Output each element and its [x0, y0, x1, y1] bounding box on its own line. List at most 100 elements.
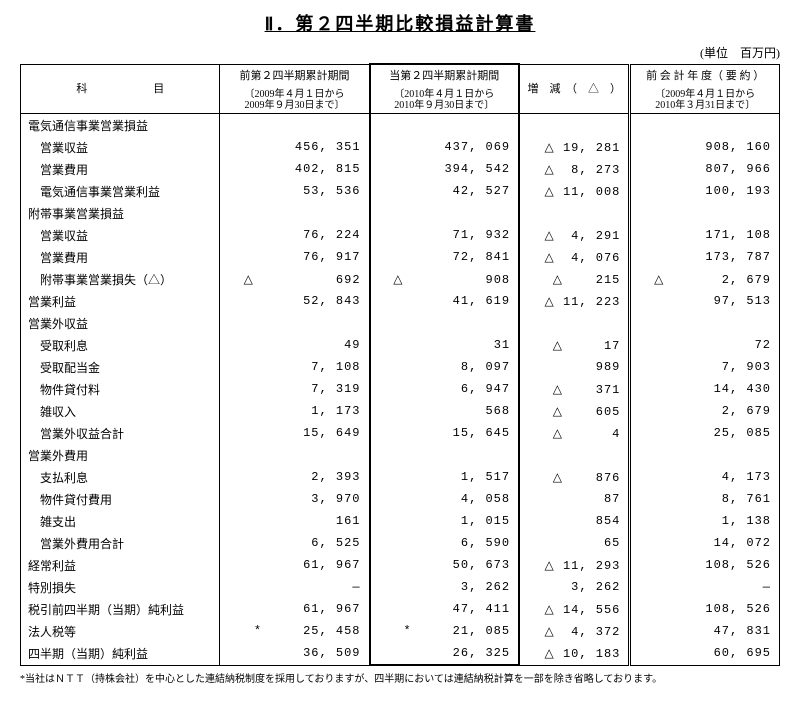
unit-label: (単位 百万円) [20, 44, 780, 61]
row-label: 物件貸付料 [21, 378, 220, 400]
cell-prev-year: 173, 787 [630, 246, 780, 268]
cell-prev-year: 8, 761 [630, 488, 780, 510]
cell-diff: △ 8, 273 [519, 158, 630, 180]
row-label: 特別損失 [21, 576, 220, 598]
cell-diff: △ 4 [519, 422, 630, 444]
cell-curr-q: 72, 841 [370, 246, 520, 268]
row-label: 営業収益 [21, 136, 220, 158]
cell-prev-q: 7, 108 [220, 356, 370, 378]
cell-curr-q: 437, 069 [370, 136, 520, 158]
row-label: 電気通信事業営業損益 [21, 114, 220, 137]
table-row: 税引前四半期（当期）純利益61, 96747, 411△ 14, 556108,… [21, 598, 780, 620]
cell-diff: △ 19, 281 [519, 136, 630, 158]
row-label: 物件貸付費用 [21, 488, 220, 510]
cell-diff: △ 4, 291 [519, 224, 630, 246]
cell-diff: △ 371 [519, 378, 630, 400]
cell-prev-q: 61, 967 [220, 554, 370, 576]
cell-curr-q: 3, 262 [370, 576, 520, 598]
cell-diff: 989 [519, 356, 630, 378]
cell-prev-q: 1, 173 [220, 400, 370, 422]
cell-curr-q [370, 444, 520, 466]
row-label: 営業外費用合計 [21, 532, 220, 554]
cell-prev-q: 2, 393 [220, 466, 370, 488]
table-row: 物件貸付費用3, 9704, 058878, 761 [21, 488, 780, 510]
cell-curr-q: 71, 932 [370, 224, 520, 246]
table-row: 物件貸付料7, 3196, 947△ 37114, 430 [21, 378, 780, 400]
row-label: 電気通信事業営業利益 [21, 180, 220, 202]
cell-prev-year: 14, 072 [630, 532, 780, 554]
cell-prev-year: 908, 160 [630, 136, 780, 158]
cell-prev-q [220, 312, 370, 334]
cell-prev-q: 6, 525 [220, 532, 370, 554]
cell-diff [519, 444, 630, 466]
cell-prev-q: 52, 843 [220, 290, 370, 312]
row-label: 受取利息 [21, 334, 220, 356]
table-row: 特別損失―3, 2623, 262― [21, 576, 780, 598]
cell-prev-q: 3, 970 [220, 488, 370, 510]
cell-curr-q: 6, 590 [370, 532, 520, 554]
table-row: 電気通信事業営業利益53, 53642, 527△ 11, 008100, 19… [21, 180, 780, 202]
table-row: 営業外費用 [21, 444, 780, 466]
header-col3: 増 減 （ △ ） [519, 64, 630, 114]
page-title: Ⅱ．第２四半期比較損益計算書 [20, 10, 780, 36]
cell-curr-q: 41, 619 [370, 290, 520, 312]
cell-prev-q: 456, 351 [220, 136, 370, 158]
cell-prev-q: 61, 967 [220, 598, 370, 620]
cell-prev-q: 49 [220, 334, 370, 356]
cell-curr-q [370, 312, 520, 334]
cell-prev-year: ― [630, 576, 780, 598]
cell-curr-q [370, 202, 520, 224]
cell-prev-year: 60, 695 [630, 642, 780, 665]
cell-diff: △ 876 [519, 466, 630, 488]
row-label: 附帯事業営業損益 [21, 202, 220, 224]
row-label: 受取配当金 [21, 356, 220, 378]
cell-diff [519, 202, 630, 224]
cell-prev-year: 7, 903 [630, 356, 780, 378]
cell-diff: △ 11, 223 [519, 290, 630, 312]
header-col1-sub: 〔2009年４月１日から 2009年９月30日まで〕 [220, 87, 370, 114]
cell-prev-year: 97, 513 [630, 290, 780, 312]
footnote: *当社はＮＴＴ（持株会社）を中心とした連結納税制度を採用しておりますが、四半期に… [20, 670, 780, 685]
row-label: 税引前四半期（当期）純利益 [21, 598, 220, 620]
cell-curr-q: 15, 645 [370, 422, 520, 444]
cell-diff: △ 4, 372 [519, 620, 630, 642]
cell-prev-year: 2, 679 [630, 400, 780, 422]
cell-diff: △ 17 [519, 334, 630, 356]
cell-prev-year: 108, 526 [630, 554, 780, 576]
cell-curr-q: 6, 947 [370, 378, 520, 400]
row-label: 法人税等 [21, 620, 220, 642]
cell-prev-year: 100, 193 [630, 180, 780, 202]
table-row: 営業外費用合計6, 5256, 5906514, 072 [21, 532, 780, 554]
table-row: 附帯事業営業損失（△）△ 692△ 908△ 215△ 2, 679 [21, 268, 780, 290]
table-row: 営業収益456, 351437, 069△ 19, 281908, 160 [21, 136, 780, 158]
row-label: 営業外費用 [21, 444, 220, 466]
cell-prev-q: ― [220, 576, 370, 598]
row-label: 経常利益 [21, 554, 220, 576]
header-col2-sub: 〔2010年４月１日から 2010年９月30日まで〕 [370, 87, 520, 114]
cell-prev-q: △ 692 [220, 268, 370, 290]
row-label: 営業費用 [21, 158, 220, 180]
pl-table: 科 目 前第２四半期累計期間 当第２四半期累計期間 増 減 （ △ ） 前 会 … [20, 63, 780, 666]
cell-diff: 87 [519, 488, 630, 510]
table-row: 営業外収益合計15, 64915, 645△ 425, 085 [21, 422, 780, 444]
cell-diff: 854 [519, 510, 630, 532]
cell-diff: △ 11, 008 [519, 180, 630, 202]
row-label: 営業外収益 [21, 312, 220, 334]
cell-prev-q: 7, 319 [220, 378, 370, 400]
cell-prev-year [630, 312, 780, 334]
header-col4-sub: 〔2009年４月１日から 2010年３月31日まで〕 [630, 87, 780, 114]
cell-diff: △ 605 [519, 400, 630, 422]
cell-curr-q [370, 114, 520, 137]
cell-curr-q: 47, 411 [370, 598, 520, 620]
cell-diff: 3, 262 [519, 576, 630, 598]
cell-curr-q: 26, 325 [370, 642, 520, 665]
cell-prev-q [220, 444, 370, 466]
cell-diff: △ 4, 076 [519, 246, 630, 268]
cell-diff: △ 11, 293 [519, 554, 630, 576]
cell-curr-q: 4, 058 [370, 488, 520, 510]
row-label: 雑支出 [21, 510, 220, 532]
table-row: 支払利息2, 3931, 517△ 8764, 173 [21, 466, 780, 488]
cell-curr-q: 50, 673 [370, 554, 520, 576]
cell-prev-year: 807, 966 [630, 158, 780, 180]
cell-prev-year [630, 114, 780, 137]
